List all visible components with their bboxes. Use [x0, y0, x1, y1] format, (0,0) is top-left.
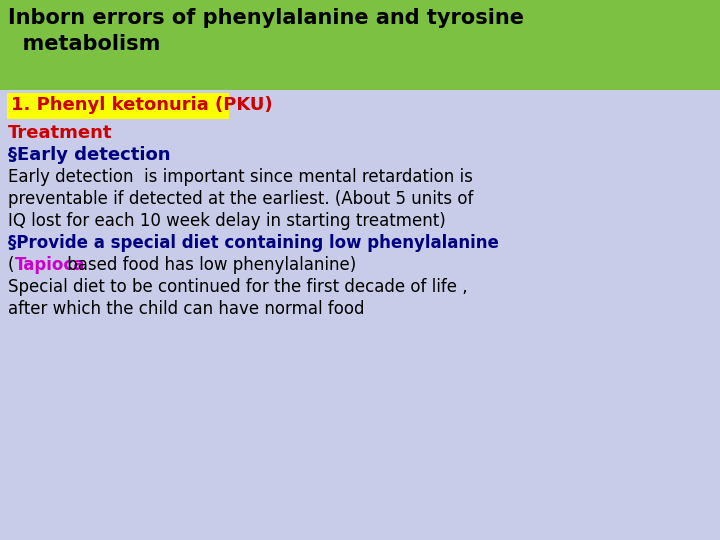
- Text: preventable if detected at the earliest. (About 5 units of: preventable if detected at the earliest.…: [8, 190, 473, 208]
- Text: §Provide a special diet containing low phenylalanine: §Provide a special diet containing low p…: [8, 234, 499, 252]
- Text: Inborn errors of phenylalanine and tyrosine: Inborn errors of phenylalanine and tyros…: [8, 8, 524, 28]
- Text: (: (: [8, 256, 14, 274]
- Text: IQ lost for each 10 week delay in starting treatment): IQ lost for each 10 week delay in starti…: [8, 212, 446, 230]
- Text: 1. Phenyl ketonuria (PKU): 1. Phenyl ketonuria (PKU): [11, 96, 273, 114]
- Text: after which the child can have normal food: after which the child can have normal fo…: [8, 300, 364, 318]
- Text: Special diet to be continued for the first decade of life ,: Special diet to be continued for the fir…: [8, 278, 467, 296]
- FancyBboxPatch shape: [0, 0, 720, 90]
- Text: metabolism: metabolism: [8, 34, 161, 54]
- Text: Early detection  is important since mental retardation is: Early detection is important since menta…: [8, 168, 473, 186]
- Text: based food has low phenylalanine): based food has low phenylalanine): [63, 256, 356, 274]
- FancyBboxPatch shape: [7, 93, 229, 119]
- Text: Tapioca: Tapioca: [15, 256, 85, 274]
- Text: Treatment: Treatment: [8, 124, 112, 142]
- Text: §Early detection: §Early detection: [8, 146, 171, 164]
